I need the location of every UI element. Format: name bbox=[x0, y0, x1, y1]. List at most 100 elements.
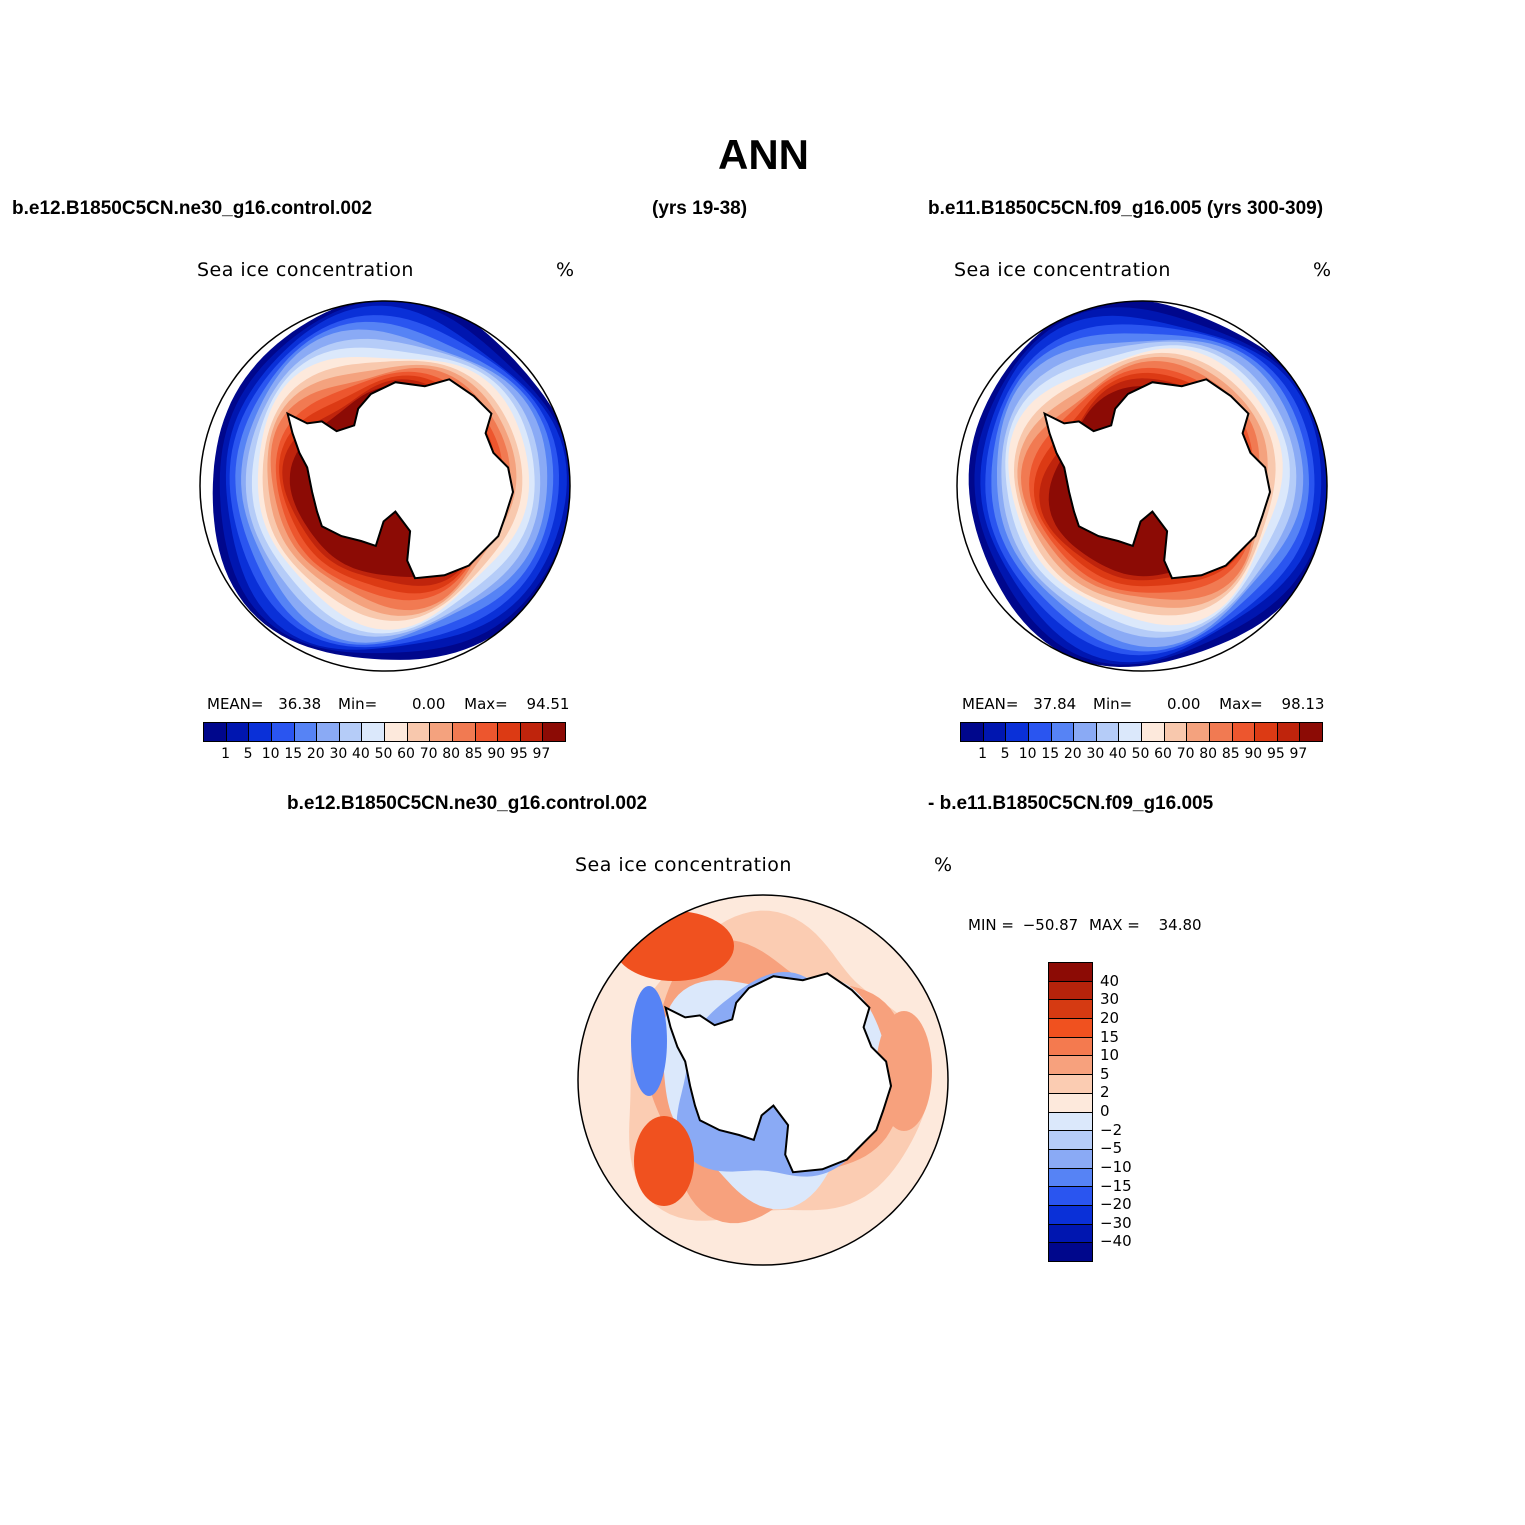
colorbar-swatch bbox=[1209, 723, 1233, 741]
diff-header-left: b.e12.B1850C5CN.ne30_g16.control.002 bbox=[287, 793, 648, 814]
antarctica-coastline bbox=[286, 378, 515, 580]
panel1-colorbar bbox=[203, 722, 566, 742]
colorbar-swatch bbox=[294, 723, 318, 741]
colorbar-tick-label: 40 bbox=[1100, 971, 1120, 990]
panel1-mean-value: 36.38 bbox=[278, 695, 322, 713]
colorbar-swatch bbox=[1049, 981, 1092, 1001]
panel2-units: % bbox=[1313, 259, 1332, 281]
colorbar-tick-label: 70 bbox=[419, 746, 438, 762]
colorbar-swatch bbox=[520, 723, 544, 741]
colorbar-tick-label: 40 bbox=[352, 746, 370, 762]
diff-header-right: - b.e11.B1850C5CN.f09_g16.005 bbox=[928, 793, 1214, 814]
panel1-min-value: 0.00 bbox=[411, 695, 446, 713]
colorbar-swatch bbox=[1049, 1093, 1092, 1113]
colorbar-tick-label: 30 bbox=[1086, 746, 1105, 762]
panel1-min-label: Min= bbox=[338, 695, 378, 713]
colorbar-tick-label: 80 bbox=[442, 746, 461, 762]
colorbar-swatch bbox=[1049, 1243, 1092, 1261]
colorbar-swatch bbox=[1049, 1112, 1092, 1132]
colorbar-swatch bbox=[1142, 723, 1165, 741]
map-boundary bbox=[577, 894, 949, 1266]
colorbar-swatch bbox=[1049, 1037, 1092, 1057]
colorbar-tick-label: 85 bbox=[1221, 746, 1240, 762]
difference-blob bbox=[631, 986, 667, 1096]
colorbar-swatch bbox=[1277, 723, 1301, 741]
colorbar-swatch bbox=[226, 723, 250, 741]
colorbar-tick-label: −20 bbox=[1100, 1195, 1132, 1214]
colorbar-swatch bbox=[1028, 723, 1052, 741]
colorbar-tick-label: 0 bbox=[1100, 1102, 1110, 1120]
panel2-stats: MEAN= 37.84 Min= 0.00 Max= 98.13 bbox=[962, 695, 1324, 713]
colorbar-tick-label: 60 bbox=[1154, 746, 1172, 762]
panel2-mean-label: MEAN= bbox=[962, 695, 1019, 713]
panel1-max-value: 94.51 bbox=[526, 695, 570, 713]
panel3-stats: MIN = −50.87 MAX = 34.80 bbox=[968, 916, 1202, 934]
colorbar-swatch bbox=[1074, 723, 1097, 741]
colorbar-swatch bbox=[1119, 723, 1142, 741]
colorbar-tick-label: 85 bbox=[464, 746, 483, 762]
colorbar-tick-label: 20 bbox=[1063, 746, 1082, 762]
colorbar-tick-label: 50 bbox=[1131, 746, 1150, 762]
colorbar-tick-label: 90 bbox=[1244, 746, 1263, 762]
colorbar-swatch bbox=[1187, 723, 1210, 741]
colorbar-tick-label: 10 bbox=[1100, 1046, 1120, 1065]
colorbar-swatch bbox=[1164, 723, 1188, 741]
colorbar-tick-label: 97 bbox=[532, 746, 551, 762]
panel2-min-value: 0.00 bbox=[1166, 695, 1201, 713]
antarctica-coastline bbox=[1043, 378, 1272, 580]
colorbar-tick-label: 95 bbox=[509, 746, 528, 762]
colorbar-tick-label: 5 bbox=[1000, 746, 1010, 762]
colorbar-tick-label: 20 bbox=[306, 746, 325, 762]
colorbar-tick-label: 60 bbox=[397, 746, 415, 762]
page-title: ANN bbox=[718, 131, 809, 178]
colorbar-tick-label: 80 bbox=[1199, 746, 1218, 762]
panel2-max-value: 98.13 bbox=[1281, 695, 1325, 713]
difference-blob bbox=[876, 1011, 932, 1131]
colorbar-tick-label: 15 bbox=[1041, 746, 1060, 762]
panel3-variable-title: Sea ice concentration bbox=[575, 854, 792, 876]
colorbar-tick-label: 5 bbox=[1100, 1064, 1110, 1083]
panel3-max-label: MAX = bbox=[1089, 916, 1140, 934]
colorbar-swatch bbox=[407, 723, 431, 741]
colorbar-swatch bbox=[249, 723, 272, 741]
colorbar-swatch bbox=[452, 723, 476, 741]
colorbar-swatch bbox=[271, 723, 295, 741]
colorbar-swatch bbox=[961, 723, 984, 741]
panel2-colorbar bbox=[960, 722, 1323, 742]
colorbar-swatch bbox=[1049, 1075, 1092, 1094]
colorbar-tick-label: 10 bbox=[261, 746, 280, 762]
panel3-max-value: 34.80 bbox=[1158, 916, 1202, 934]
colorbar-tick-label: 50 bbox=[374, 746, 393, 762]
colorbar-tick-label: 1 bbox=[978, 746, 988, 762]
colorbar-tick-label: 20 bbox=[1100, 1008, 1120, 1027]
colorbar-tick-label: 10 bbox=[1018, 746, 1037, 762]
colorbar-swatch bbox=[1049, 1056, 1092, 1076]
colorbar-tick-label: 15 bbox=[284, 746, 303, 762]
colorbar-swatch bbox=[1049, 1205, 1092, 1225]
colorbar-tick-label: 40 bbox=[1109, 746, 1127, 762]
colorbar-tick-label: −30 bbox=[1100, 1213, 1132, 1232]
colorbar-tick-label: 30 bbox=[329, 746, 348, 762]
colorbar-tick-label: −40 bbox=[1100, 1232, 1132, 1251]
colorbar-swatch bbox=[1049, 963, 1092, 982]
difference-blob bbox=[614, 911, 734, 981]
colorbar-swatch bbox=[475, 723, 499, 741]
colorbar-tick-label: 15 bbox=[1100, 1027, 1120, 1046]
panel1-variable-title: Sea ice concentration bbox=[197, 259, 414, 281]
colorbar-swatch bbox=[1300, 723, 1322, 741]
colorbar-tick-label: 97 bbox=[1289, 746, 1308, 762]
colorbar-swatch bbox=[430, 723, 453, 741]
panel1-max-label: Max= bbox=[464, 695, 508, 713]
panel2-min-label: Min= bbox=[1093, 695, 1133, 713]
antarctica-coastline bbox=[664, 972, 893, 1174]
colorbar-swatch bbox=[1232, 723, 1256, 741]
panel1-mean-label: MEAN= bbox=[207, 695, 264, 713]
case1-years: (yrs 19-38) bbox=[652, 198, 748, 219]
colorbar-swatch bbox=[1049, 1149, 1092, 1169]
case1-header: b.e12.B1850C5CN.ne30_g16.control.002 bbox=[12, 198, 373, 219]
colorbar-swatch bbox=[1006, 723, 1029, 741]
colorbar-swatch bbox=[1049, 1224, 1092, 1244]
map-boundary bbox=[199, 300, 571, 672]
colorbar-swatch bbox=[1049, 1019, 1092, 1038]
colorbar-swatch bbox=[362, 723, 385, 741]
